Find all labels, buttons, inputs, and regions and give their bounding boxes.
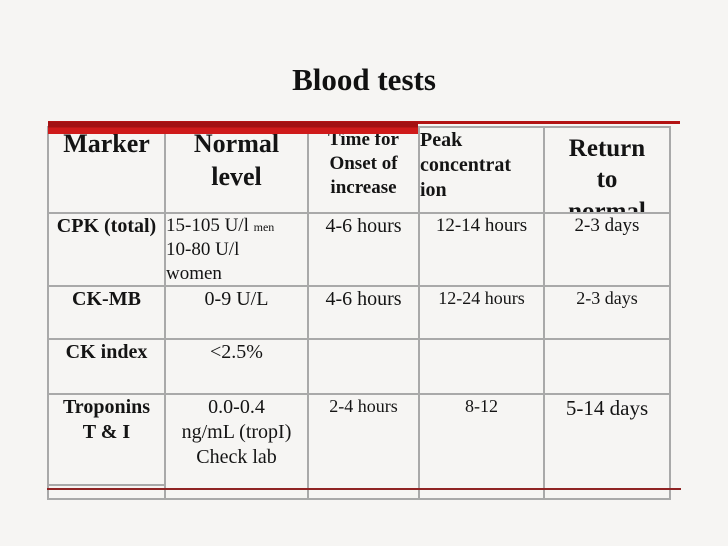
troponins-onset-cell: 2-4 hours [307,393,420,501]
ckmb-peak-cell: 12-24 hours [418,285,545,341]
header-onset-of-increase: Time for Onset of increase [307,126,420,214]
troponins-return-cell: 5-14 days [543,393,671,501]
troponins-peak-cell: 8-12 [418,393,545,501]
cpk-normal-level-cell: 15-105 U/l men 10-80 U/l women [164,211,309,288]
header-normal-level: Normal level [164,126,309,214]
cpk-normal-men-note: men [253,220,275,234]
ckindex-peak-cell [418,338,545,396]
troponins-normal-level-cell: 0.0-0.4 ng/mL (tropI) Check lab [164,393,309,501]
row-troponins: Troponins T & I 0.0-0.4 ng/mL (tropI) Ch… [47,393,671,501]
cpk-marker-cell: CPK (total) [47,211,166,288]
ckmb-onset-cell: 4-6 hours [307,285,420,341]
ckmb-normal-level-cell: 0-9 U/L [164,285,309,341]
ckindex-normal-level-cell: <2.5% [164,338,309,396]
header-return-to-normal: Return to normal [543,126,671,214]
slide-title: Blood tests [292,62,436,97]
cpk-return-cell: 2-3 days [543,211,671,288]
ckmb-marker-cell: CK-MB [47,285,166,341]
red-accent-line-bottom [47,488,681,490]
row-ck-mb: CK-MB 0-9 U/L 4-6 hours 12-24 hours 2-3 … [47,285,671,341]
header-peak-concentration: Peak concentrat ion [418,126,545,214]
ckindex-onset-cell [307,338,420,396]
ckindex-marker-cell: CK index [47,338,166,396]
red-accent-bar [48,122,418,134]
cpk-peak-cell: 12-14 hours [418,211,545,288]
ckindex-return-cell [543,338,671,396]
row-cpk-total: CPK (total) 15-105 U/l men 10-80 U/l wom… [47,211,671,288]
blood-tests-table: Marker Normal level Time for Onset of in… [47,126,671,501]
row-ck-index: CK index <2.5% [47,338,671,396]
header-marker: Marker [47,126,166,214]
troponins-marker-cell: Troponins T & I [47,393,166,487]
ckmb-return-cell: 2-3 days [543,285,671,341]
header-row: Marker Normal level Time for Onset of in… [47,126,671,214]
cpk-onset-cell: 4-6 hours [307,211,420,288]
